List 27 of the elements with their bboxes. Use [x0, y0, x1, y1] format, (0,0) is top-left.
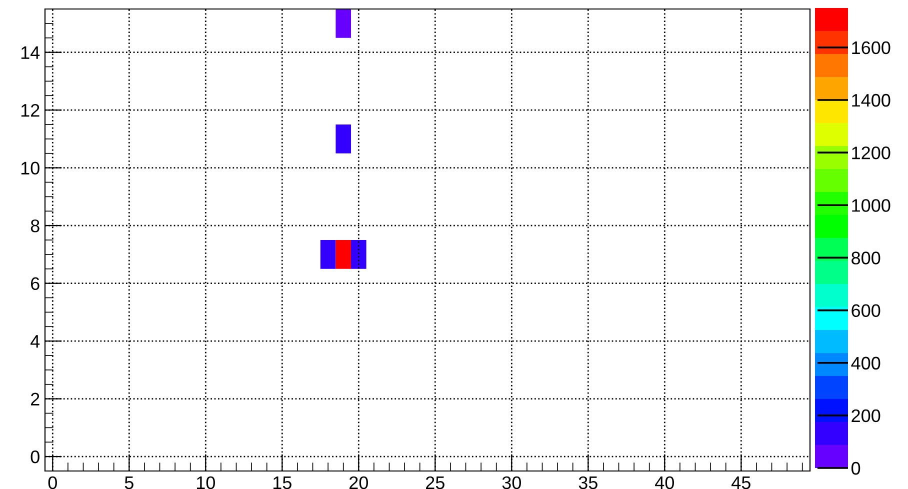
y-tick-label: 0: [30, 450, 40, 464]
color-bar-label: 400: [851, 356, 880, 370]
y-tick-label: 14: [21, 46, 40, 59]
x-tick-label: 0: [48, 476, 57, 489]
color-bar-label: 600: [852, 304, 880, 318]
x-tick-label: 45: [732, 476, 750, 489]
x-tick-label: 20: [350, 476, 368, 489]
x-tick-label: 10: [196, 476, 215, 489]
color-bar-label: 1000: [852, 199, 890, 212]
y-tick-label: 8: [30, 219, 40, 232]
y-tick-label: 6: [31, 277, 40, 290]
y-tick-label: 4: [30, 335, 40, 348]
x-tick-label: 35: [578, 476, 598, 489]
color-bar-label: 1200: [852, 146, 890, 160]
y-tick-label: 10: [21, 162, 40, 175]
x-tick-label: 30: [502, 476, 521, 489]
color-bar-label: 200: [852, 409, 880, 422]
color-bar-label: 1600: [852, 41, 890, 54]
x-tick-label: 5: [124, 476, 134, 489]
color-bar-label: 800: [852, 252, 880, 264]
x-tick-label: 25: [426, 476, 444, 489]
x-tick-label: 15: [273, 476, 292, 489]
y-tick-label: 12: [21, 104, 40, 117]
color-bar-label: 0: [851, 462, 860, 475]
color-bar-label: 1400: [852, 94, 890, 107]
x-tick-label: 40: [655, 476, 674, 489]
y-tick-label: 2: [31, 392, 40, 406]
